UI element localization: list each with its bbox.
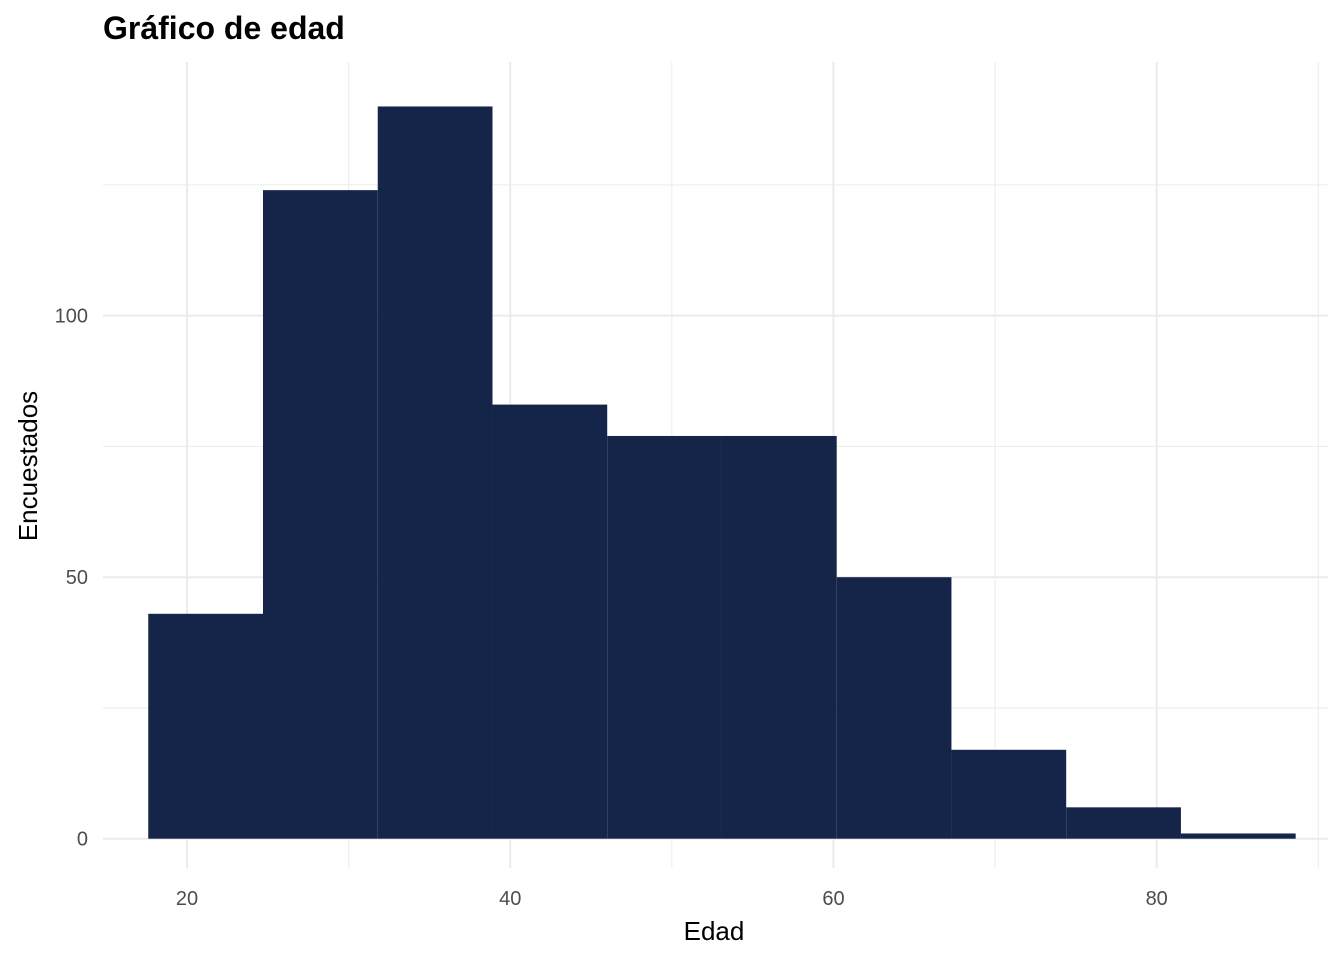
- histogram-bar: [377, 106, 493, 839]
- histogram-bar: [836, 577, 952, 839]
- y-axis-ticks: 0 50 100: [55, 306, 88, 851]
- x-tick-label: 60: [822, 888, 844, 910]
- histogram-bars: [148, 106, 1296, 839]
- histogram-bar: [951, 749, 1067, 839]
- x-axis-ticks: 20 40 60 80: [176, 888, 1168, 910]
- y-tick-label: 50: [66, 567, 88, 589]
- histogram-bar: [262, 190, 378, 839]
- y-tick-label: 0: [77, 829, 88, 851]
- histogram-bar: [492, 404, 608, 839]
- x-tick-label: 40: [499, 888, 521, 910]
- x-axis-title: Edad: [684, 916, 745, 946]
- x-tick-label: 80: [1146, 888, 1168, 910]
- histogram-bar: [148, 613, 263, 839]
- histogram-bar: [721, 435, 837, 839]
- x-tick-label: 20: [176, 888, 198, 910]
- y-axis-title: Encuestados: [13, 391, 43, 541]
- y-tick-label: 100: [55, 306, 88, 328]
- histogram-bar: [607, 435, 722, 839]
- histogram-bar: [1180, 833, 1296, 839]
- histogram-bar: [1066, 807, 1181, 839]
- chart-title: Gráfico de edad: [103, 10, 345, 46]
